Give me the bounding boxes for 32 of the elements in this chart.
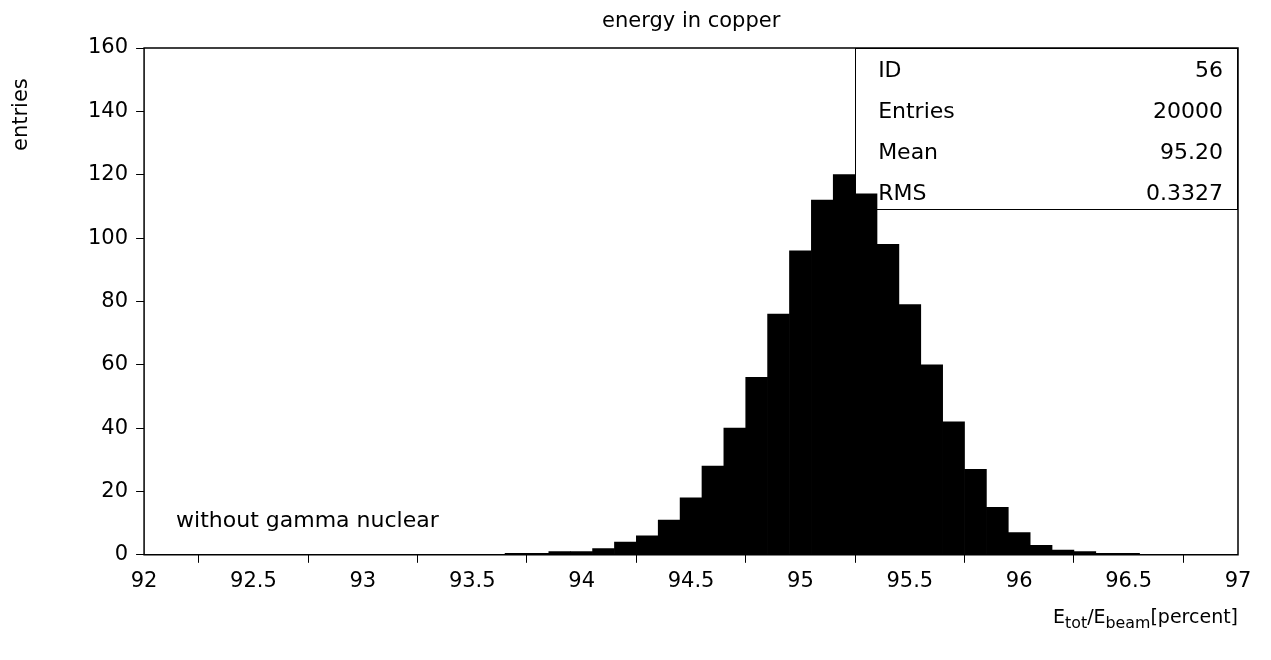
x-tick-label: 96: [1005, 567, 1033, 592]
x-tick-label: 94.5: [667, 567, 715, 592]
annotation: 95.20: [1160, 138, 1223, 166]
x-tick-label: 97: [1224, 567, 1252, 592]
annotation: without gamma nuclear: [176, 506, 439, 532]
chart-title: energy in copper: [602, 8, 781, 32]
annotation: 0.3327: [1146, 179, 1223, 207]
y-tick-label: 60: [101, 351, 129, 376]
y-tick-label: 120: [87, 161, 129, 186]
annotation: 56: [1194, 56, 1223, 84]
annotation: Entries: [878, 97, 955, 125]
y-tick-label: 160: [87, 34, 129, 59]
annotation: 20000: [1152, 97, 1223, 125]
y-tick-label: 40: [101, 414, 129, 439]
y-tick-label: 140: [87, 97, 129, 122]
y-tick-label: 100: [87, 224, 129, 249]
y-tick-label: 20: [101, 477, 129, 502]
x-tick-label: 93: [349, 567, 377, 592]
y-tick-label: 80: [101, 287, 129, 312]
annotation: RMS: [878, 179, 927, 207]
x-axis-title: E$_{tot}$/E$_{beam}$[percent]: [1053, 604, 1239, 632]
y-axis-title: entries: [8, 78, 32, 151]
x-tick-label: 94: [568, 567, 596, 592]
x-tick-label: 95.5: [886, 567, 934, 592]
x-tick-label: 92: [130, 567, 158, 592]
x-tick-label: 95: [787, 567, 814, 592]
x-tick-label: 92.5: [230, 567, 277, 592]
y-tick-label: 0: [114, 541, 129, 566]
annotation: ID: [878, 56, 902, 84]
annotation: Mean: [878, 138, 939, 166]
x-tick-label: 96.5: [1105, 567, 1152, 592]
x-tick-label: 93.5: [448, 567, 496, 592]
